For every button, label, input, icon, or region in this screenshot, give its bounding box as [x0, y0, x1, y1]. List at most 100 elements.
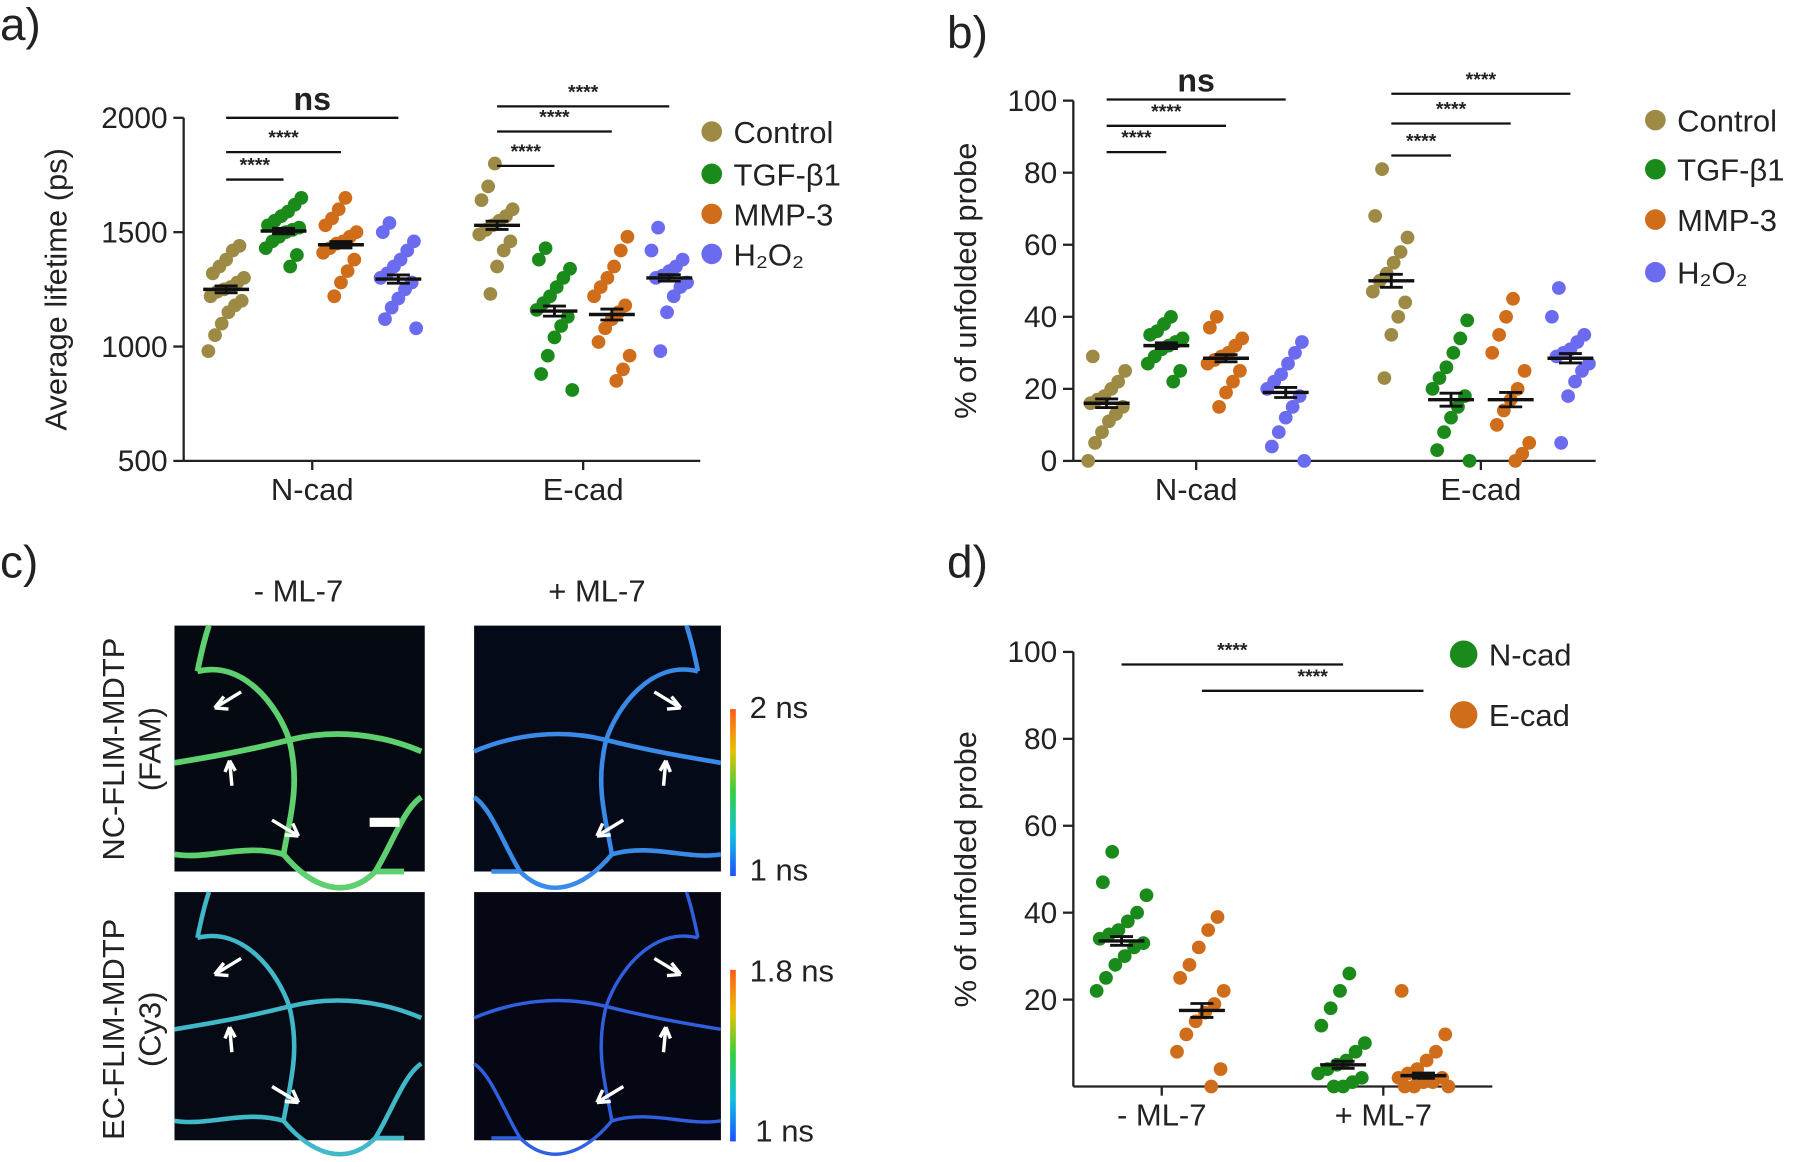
data-dot — [620, 229, 635, 244]
legend-marker — [701, 121, 723, 142]
significance-label: ns — [1177, 63, 1215, 99]
data-dot — [503, 234, 518, 249]
data-dot — [409, 321, 424, 336]
data-dot — [1435, 1070, 1450, 1085]
data-dot — [214, 316, 229, 331]
legend-marker — [1449, 640, 1478, 668]
data-dot — [1386, 255, 1401, 270]
y-tick-label: 60 — [1024, 229, 1057, 262]
data-dot — [1105, 844, 1120, 859]
data-dot — [1425, 381, 1440, 396]
image-panel: - ML-7 + ML-7 NC-FLIM-MDTP (FAM) EC-FLIM… — [96, 574, 834, 1155]
data-dot — [1235, 331, 1250, 346]
legend-label: Control — [1677, 104, 1777, 139]
data-dot — [490, 259, 504, 274]
y-tick-label: 100 — [1007, 85, 1057, 118]
y-tick-label: 0 — [1041, 445, 1058, 478]
legend-marker — [1645, 209, 1666, 230]
data-dot — [1561, 389, 1575, 403]
error-bar — [1499, 391, 1523, 409]
significance-label: **** — [1217, 640, 1248, 662]
significance-label: **** — [1298, 666, 1329, 688]
data-dot — [378, 312, 392, 326]
data-dot — [1438, 1027, 1453, 1042]
data-dot — [1368, 209, 1383, 223]
data-dot — [1111, 923, 1126, 937]
y-tick-label: 40 — [1024, 897, 1057, 930]
data-dot — [1166, 374, 1181, 389]
data-dot — [1182, 957, 1197, 972]
colorbar-label: 2 ns — [750, 690, 809, 725]
data-dot — [1485, 345, 1500, 360]
x-tick-label: E-cad — [1440, 472, 1521, 507]
error-bar — [1214, 353, 1238, 364]
error-bar — [329, 240, 353, 250]
data-dot — [1216, 984, 1231, 998]
legend-marker — [701, 203, 723, 225]
legend-label: TGF-β1 — [1677, 153, 1784, 188]
data-dot — [1432, 371, 1447, 385]
data-dot — [1136, 936, 1151, 950]
data-dot — [334, 275, 348, 290]
data-dot — [565, 383, 580, 397]
legend-label: MMP-3 — [734, 197, 834, 232]
significance-label: **** — [268, 127, 299, 149]
significance-label: **** — [1121, 127, 1152, 149]
significance-label: **** — [1466, 69, 1497, 91]
panel-label: c) — [0, 537, 38, 588]
data-dot — [1088, 436, 1102, 450]
colorbar — [730, 969, 736, 1142]
error-bar — [1110, 935, 1134, 947]
micrograph — [474, 626, 721, 888]
data-dot — [1437, 425, 1451, 439]
y-tick-label: 100 — [1007, 636, 1057, 669]
legend-label: N-cad — [1489, 638, 1572, 673]
data-dot — [1130, 905, 1145, 920]
error-bar — [1095, 397, 1119, 410]
micrograph — [174, 892, 425, 1154]
data-dot — [237, 271, 251, 285]
colorbar-label: 1.8 ns — [750, 953, 834, 988]
data-dot — [540, 348, 555, 363]
data-dot — [1400, 230, 1415, 245]
data-dot — [1453, 331, 1468, 346]
data-dot — [1517, 363, 1532, 378]
data-dot — [1462, 454, 1477, 468]
error-bar — [386, 273, 410, 285]
data-dot — [1213, 1062, 1228, 1076]
data-dot — [283, 259, 298, 274]
column-label: - ML-7 — [254, 574, 344, 609]
y-tick-label: 20 — [1024, 984, 1057, 1017]
data-dot — [600, 271, 615, 285]
data-dot — [382, 216, 397, 230]
significance-label: **** — [568, 81, 599, 103]
data-dot — [1175, 331, 1190, 346]
error-bar — [485, 219, 509, 231]
data-dot — [1139, 888, 1154, 903]
column-label: + ML-7 — [548, 574, 645, 609]
data-dot — [609, 373, 624, 388]
data-dot — [1323, 1001, 1338, 1016]
data-dot — [538, 241, 553, 256]
x-tick-label: N-cad — [1155, 472, 1238, 507]
legend-label: TGF-β1 — [734, 157, 841, 192]
data-dot — [532, 252, 546, 267]
panel-label: a) — [0, 0, 41, 50]
error-bar — [657, 273, 681, 283]
significance-label: **** — [240, 155, 271, 177]
data-dot — [201, 344, 216, 358]
data-dot — [349, 225, 364, 240]
data-dot — [1582, 356, 1596, 371]
x-tick-label: + ML-7 — [1335, 1097, 1432, 1132]
data-dot — [1179, 1027, 1194, 1042]
y-tick-label: 1500 — [101, 217, 167, 250]
data-dot — [1499, 309, 1513, 324]
data-dot — [1173, 363, 1188, 378]
data-dot — [534, 367, 549, 381]
data-dot — [1444, 410, 1458, 425]
data-dot — [1358, 1036, 1372, 1050]
error-bar — [214, 284, 238, 295]
x-tick-label: - ML-7 — [1117, 1097, 1207, 1132]
data-dot — [1342, 966, 1357, 981]
